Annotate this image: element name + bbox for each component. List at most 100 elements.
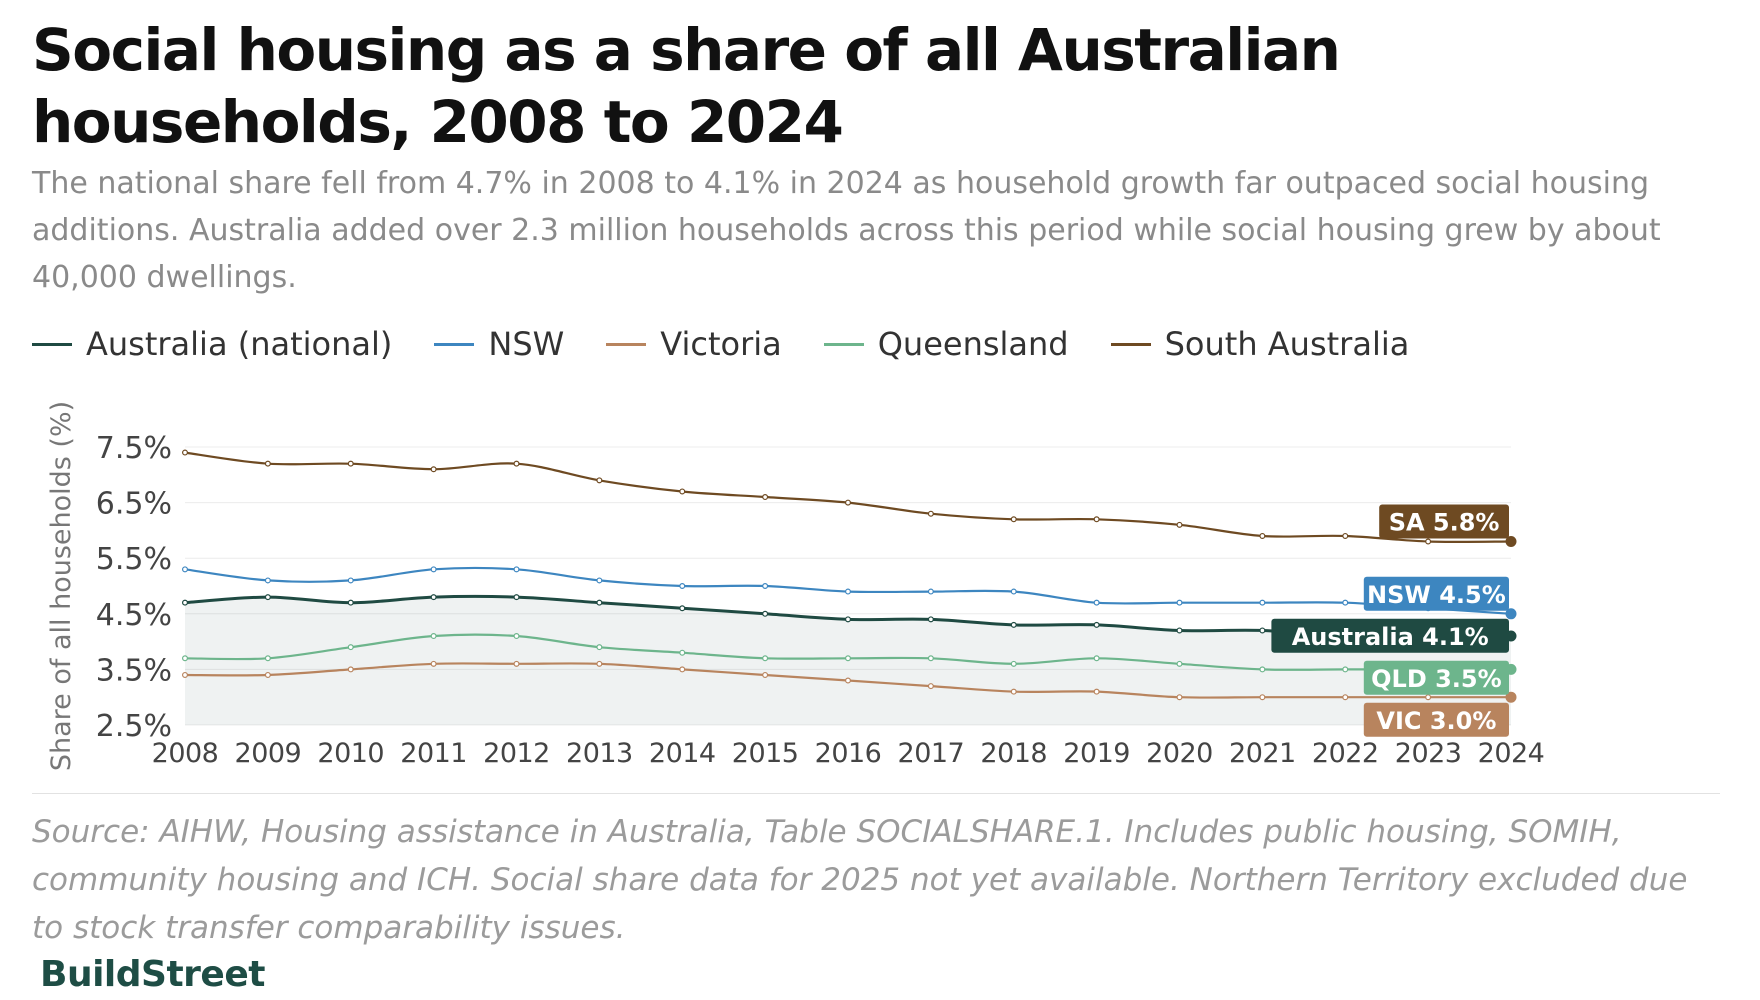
- data-point: [347, 577, 354, 584]
- data-point: [347, 666, 354, 673]
- legend-swatch: [823, 342, 864, 346]
- legend-swatch: [606, 342, 647, 346]
- data-point: [679, 666, 686, 673]
- data-point: [762, 671, 769, 678]
- data-point: [264, 671, 271, 678]
- data-point: [182, 449, 189, 456]
- data-point: [430, 633, 437, 640]
- x-tick-label: 2015: [732, 738, 799, 769]
- x-tick-label: 2019: [1063, 738, 1130, 769]
- data-point: [1010, 621, 1017, 628]
- x-tick-label: 2011: [400, 738, 467, 769]
- data-point: [513, 660, 520, 667]
- data-point: [347, 644, 354, 651]
- data-point: [347, 599, 354, 606]
- y-tick-label: 4.5%: [96, 598, 172, 633]
- data-point: [430, 566, 437, 573]
- data-point: [762, 494, 769, 501]
- end-label-text: SA 5.8%: [1389, 509, 1500, 537]
- legend-label: Victoria: [660, 325, 782, 363]
- data-point: [1093, 655, 1100, 662]
- data-point: [679, 649, 686, 656]
- legend-item-0: Australia (national): [32, 325, 392, 363]
- data-point: [679, 583, 686, 590]
- y-tick-label: 7.5%: [96, 431, 172, 466]
- legend-swatch: [434, 342, 475, 346]
- data-point: [182, 671, 189, 678]
- data-point: [762, 583, 769, 590]
- data-point: [1010, 688, 1017, 695]
- y-tick-label: 5.5%: [96, 542, 172, 577]
- x-tick-label: 2021: [1229, 738, 1296, 769]
- end-label-text: Australia 4.1%: [1292, 623, 1489, 651]
- data-point: [596, 477, 603, 484]
- legend-label: South Australia: [1164, 325, 1410, 363]
- end-label-text: VIC 3.0%: [1376, 707, 1496, 735]
- data-point: [513, 460, 520, 467]
- data-point: [513, 633, 520, 640]
- y-tick-label: 6.5%: [96, 487, 172, 522]
- data-point: [430, 594, 437, 601]
- data-point: [1010, 660, 1017, 667]
- data-point: [1259, 532, 1266, 539]
- end-label-text: QLD 3.5%: [1371, 665, 1502, 693]
- data-point: [927, 655, 934, 662]
- x-tick-label: 2012: [483, 738, 550, 769]
- end-label-box: [1363, 576, 1509, 611]
- page-subtitle: The national share fell from 4.7% in 200…: [32, 166, 1661, 295]
- data-point: [513, 566, 520, 573]
- data-point: [1176, 521, 1183, 528]
- data-point: [182, 655, 189, 662]
- x-tick-label: 2017: [898, 738, 965, 769]
- end-label-box: [1379, 504, 1509, 539]
- series-line-4: [183, 451, 1513, 543]
- x-tick-label: 2024: [1478, 738, 1545, 769]
- data-point: [679, 605, 686, 612]
- data-point: [1010, 588, 1017, 595]
- data-point: [1259, 666, 1266, 673]
- data-point: [1259, 627, 1266, 634]
- end-label-box: [1363, 702, 1509, 737]
- data-point: [927, 510, 934, 517]
- line-chart: 2.5% 3.5% 4.5% 5.5% 6.5% 7.5% Share of all hou…: [46, 401, 1545, 771]
- data-point: [264, 577, 271, 584]
- data-point: [927, 683, 934, 690]
- x-tick-label: 2020: [1146, 738, 1213, 769]
- data-point: [1010, 516, 1017, 523]
- data-point: [927, 616, 934, 623]
- x-tick-label: 2013: [566, 738, 633, 769]
- data-point: [1259, 599, 1266, 606]
- data-point: [1505, 691, 1517, 703]
- y-tick-label: 2.5%: [96, 709, 172, 744]
- footer-divider: [32, 793, 1720, 794]
- data-point: [430, 466, 437, 473]
- x-tick-label: 2014: [649, 738, 716, 769]
- chart-legend: Australia (national) NSW Victoria Queenslan…: [32, 322, 1451, 366]
- legend-label: Queensland: [877, 325, 1069, 363]
- data-point: [182, 566, 189, 573]
- x-tick-label: 2018: [980, 738, 1047, 769]
- data-point: [927, 588, 934, 595]
- y-tick-label: 3.5%: [96, 653, 172, 688]
- data-point: [1176, 627, 1183, 634]
- data-point: [844, 655, 851, 662]
- brand-logo: BuildStreet: [40, 954, 265, 995]
- data-point: [264, 594, 271, 601]
- y-axis-title: Share of all households (%): [46, 401, 77, 771]
- end-label-text: NSW 4.5%: [1367, 581, 1506, 609]
- legend-item-3: Queensland: [823, 325, 1069, 363]
- legend-item-2: Victoria: [606, 325, 782, 363]
- data-point: [430, 660, 437, 667]
- data-point: [596, 660, 603, 667]
- data-point: [347, 460, 354, 467]
- data-point: [1093, 599, 1100, 606]
- data-point: [596, 577, 603, 584]
- data-point: [264, 655, 271, 662]
- x-tick-label: 2010: [317, 738, 384, 769]
- data-point: [844, 616, 851, 623]
- data-point: [844, 588, 851, 595]
- data-point: [1342, 532, 1349, 539]
- data-point: [182, 599, 189, 606]
- legend-swatch: [32, 342, 72, 346]
